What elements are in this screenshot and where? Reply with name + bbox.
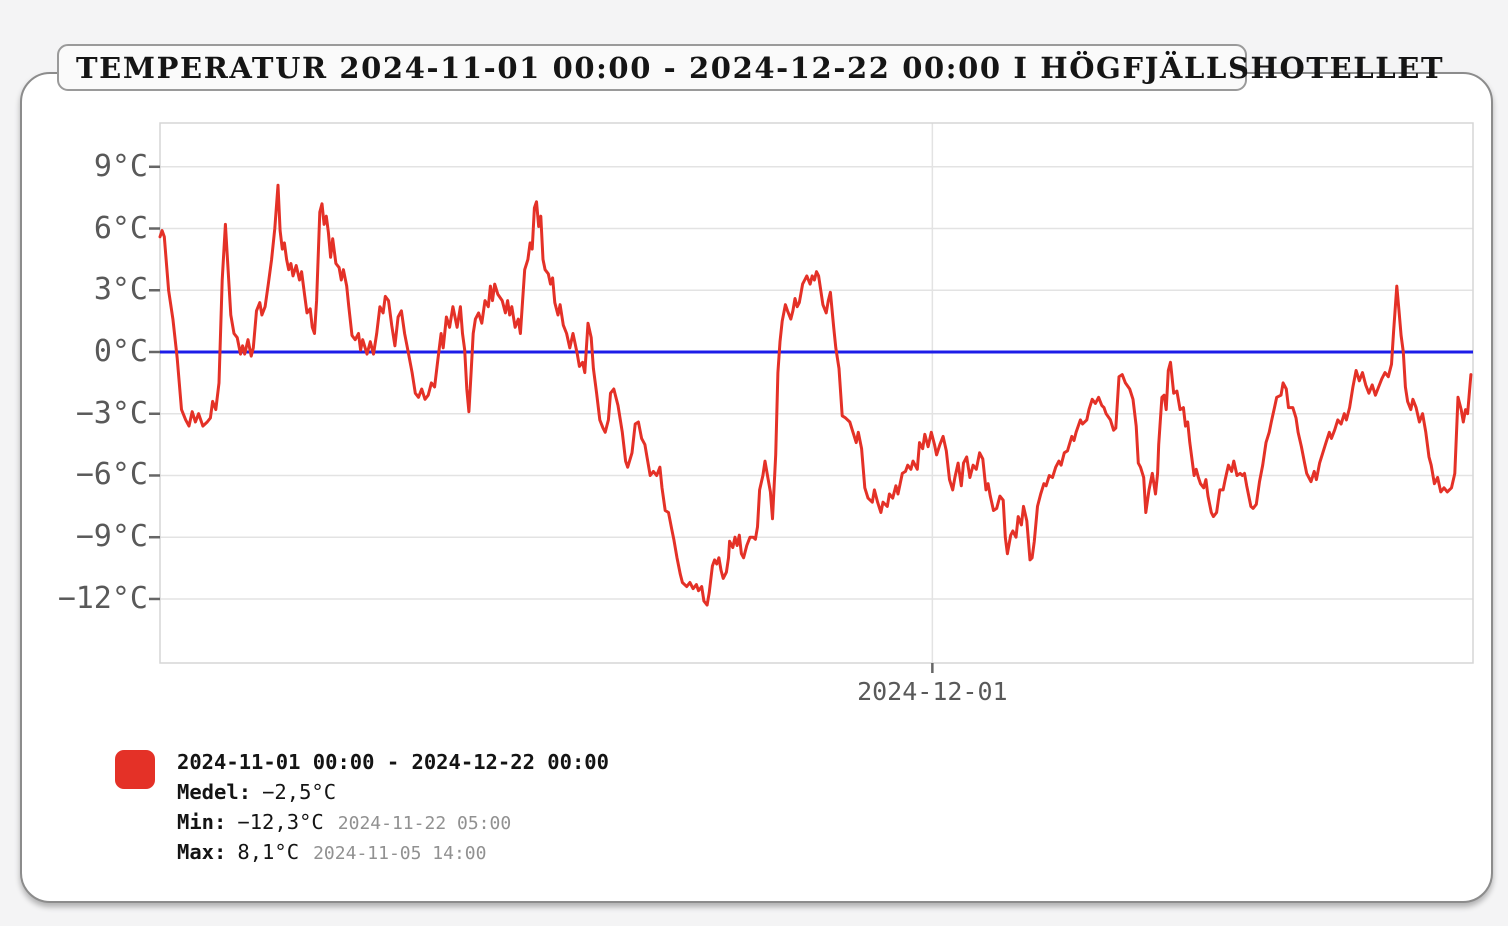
y-axis-tick-label: −12°C bbox=[57, 580, 148, 616]
plot-border bbox=[159, 122, 1474, 664]
legend-max-timestamp: 2024-11-05 14:00 bbox=[313, 843, 487, 864]
legend-min-label: Min: bbox=[177, 810, 227, 834]
y-axis-tick-label: 3°C bbox=[93, 272, 148, 308]
legend-max-value: 8,1°C bbox=[237, 840, 300, 864]
legend-min-value: −12,3°C bbox=[237, 810, 324, 834]
chart-title-box: TEMPERATUR 2024-11-01 00:00 - 2024-12-22… bbox=[57, 44, 1443, 91]
legend-min-row: Min: −12,3°C 2024-11-22 05:00 bbox=[177, 807, 609, 837]
legend-mean-label: Medel: bbox=[177, 780, 252, 804]
y-axis-tick-label: −9°C bbox=[75, 519, 148, 555]
legend-mean-row: Medel: −2,5°C bbox=[177, 777, 609, 807]
y-axis-tick-label: −3°C bbox=[75, 395, 148, 431]
legend-series-swatch bbox=[115, 750, 155, 789]
y-axis-tick-label: 9°C bbox=[93, 148, 148, 184]
legend-text-block: 2024-11-01 00:00 - 2024-12-22 00:00 Mede… bbox=[177, 747, 609, 867]
y-axis-tick-label: −6°C bbox=[75, 457, 148, 493]
legend-min-timestamp: 2024-11-22 05:00 bbox=[337, 813, 512, 834]
x-axis-tick-label: 2024-12-01 bbox=[857, 677, 1008, 706]
chart-title: TEMPERATUR 2024-11-01 00:00 - 2024-12-22… bbox=[76, 50, 1445, 85]
chart-plot-area[interactable] bbox=[160, 123, 1473, 663]
legend-series-range: 2024-11-01 00:00 - 2024-12-22 00:00 bbox=[177, 750, 609, 774]
y-axis-tick-label: 0°C bbox=[93, 334, 148, 369]
legend-max-label: Max: bbox=[177, 840, 227, 864]
y-axis-tick-label: 6°C bbox=[93, 210, 148, 246]
legend-mean-value: −2,5°C bbox=[262, 780, 337, 804]
legend-max-row: Max: 8,1°C 2024-11-05 14:00 bbox=[177, 837, 609, 867]
temperature-series-path bbox=[158, 183, 1473, 607]
